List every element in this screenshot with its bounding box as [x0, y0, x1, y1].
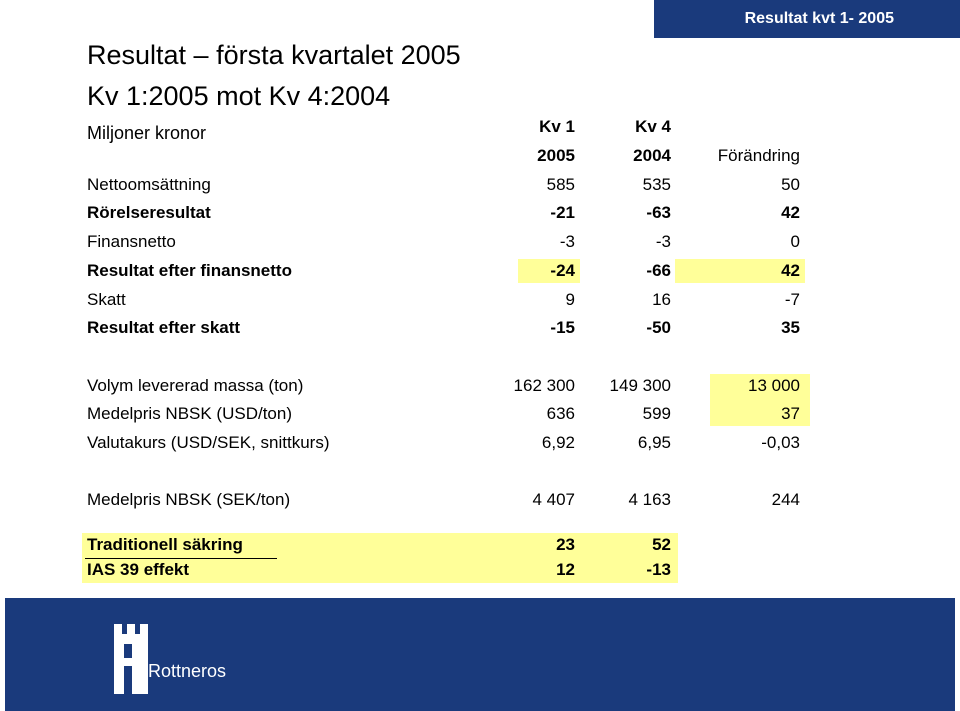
footer-bar	[5, 598, 955, 711]
row-label: IAS 39 effekt	[87, 560, 190, 579]
row-value: -66	[646, 261, 671, 280]
highlight-cell	[675, 259, 805, 283]
row-label: Volym levererad massa (ton)	[87, 376, 304, 395]
row-label: Rörelseresultat	[87, 203, 211, 222]
row-value: -24	[550, 261, 575, 280]
underline-divider	[85, 558, 277, 559]
row-value: -3	[655, 232, 671, 251]
header-badge: Resultat kvt 1- 2005	[654, 0, 960, 38]
row-value: 37	[781, 404, 800, 423]
row-value: 162 300	[513, 376, 575, 395]
row-value: 244	[771, 490, 800, 509]
row-value: 9	[565, 290, 575, 309]
row-value: 585	[546, 175, 575, 194]
col-header-2004: 2004	[633, 146, 671, 165]
castle-logo-icon	[114, 624, 148, 694]
row-value: 35	[781, 318, 800, 337]
row-value: -21	[550, 203, 575, 222]
row-label: Nettoomsättning	[87, 175, 211, 194]
highlight-cell	[710, 374, 810, 426]
row-value: 636	[546, 404, 575, 423]
unit-label: Miljoner kronor	[87, 123, 207, 143]
row-value: 42	[781, 261, 800, 280]
row-value: -50	[646, 318, 671, 337]
row-label: Skatt	[87, 290, 126, 309]
row-label: Traditionell säkring	[87, 535, 243, 554]
row-value: 13 000	[748, 376, 800, 395]
row-label: Valutakurs (USD/SEK, snittkurs)	[87, 433, 330, 452]
row-value: 149 300	[609, 376, 671, 395]
col-header-kv1: Kv 1	[539, 117, 575, 136]
row-value: 6,95	[637, 433, 671, 452]
row-label: Resultat efter skatt	[87, 318, 241, 337]
row-label: Finansnetto	[87, 232, 176, 251]
row-value: -0,03	[761, 433, 800, 452]
row-value: 16	[652, 290, 671, 309]
row-value: -7	[784, 290, 800, 309]
row-label: Medelpris NBSK (USD/ton)	[87, 404, 293, 423]
row-value: 42	[781, 203, 800, 222]
row-value: 50	[781, 175, 800, 194]
row-label: Medelpris NBSK (SEK/ton)	[87, 490, 291, 509]
row-value: -13	[646, 560, 671, 579]
page-title: Resultat – första kvartalet 2005	[87, 40, 461, 70]
row-value: 52	[652, 535, 671, 554]
highlight-cell	[518, 259, 580, 283]
company-logo-text: Rottneros	[148, 661, 227, 681]
row-value: 6,92	[541, 433, 575, 452]
row-value: -15	[550, 318, 575, 337]
row-value: 535	[642, 175, 671, 194]
row-label: Resultat efter finansnetto	[87, 261, 292, 280]
col-header-2005: 2005	[537, 146, 575, 165]
row-value: 23	[556, 535, 575, 554]
col-header-kv4: Kv 4	[635, 117, 671, 136]
row-value: -3	[559, 232, 575, 251]
col-header-change: Förändring	[717, 146, 800, 165]
row-value: 12	[556, 560, 575, 579]
row-value: 4 163	[628, 490, 671, 509]
row-value: 599	[642, 404, 671, 423]
row-value: 0	[790, 232, 800, 251]
row-value: -63	[646, 203, 671, 222]
row-value: 4 407	[532, 490, 575, 509]
page-subtitle: Kv 1:2005 mot Kv 4:2004	[87, 81, 391, 111]
